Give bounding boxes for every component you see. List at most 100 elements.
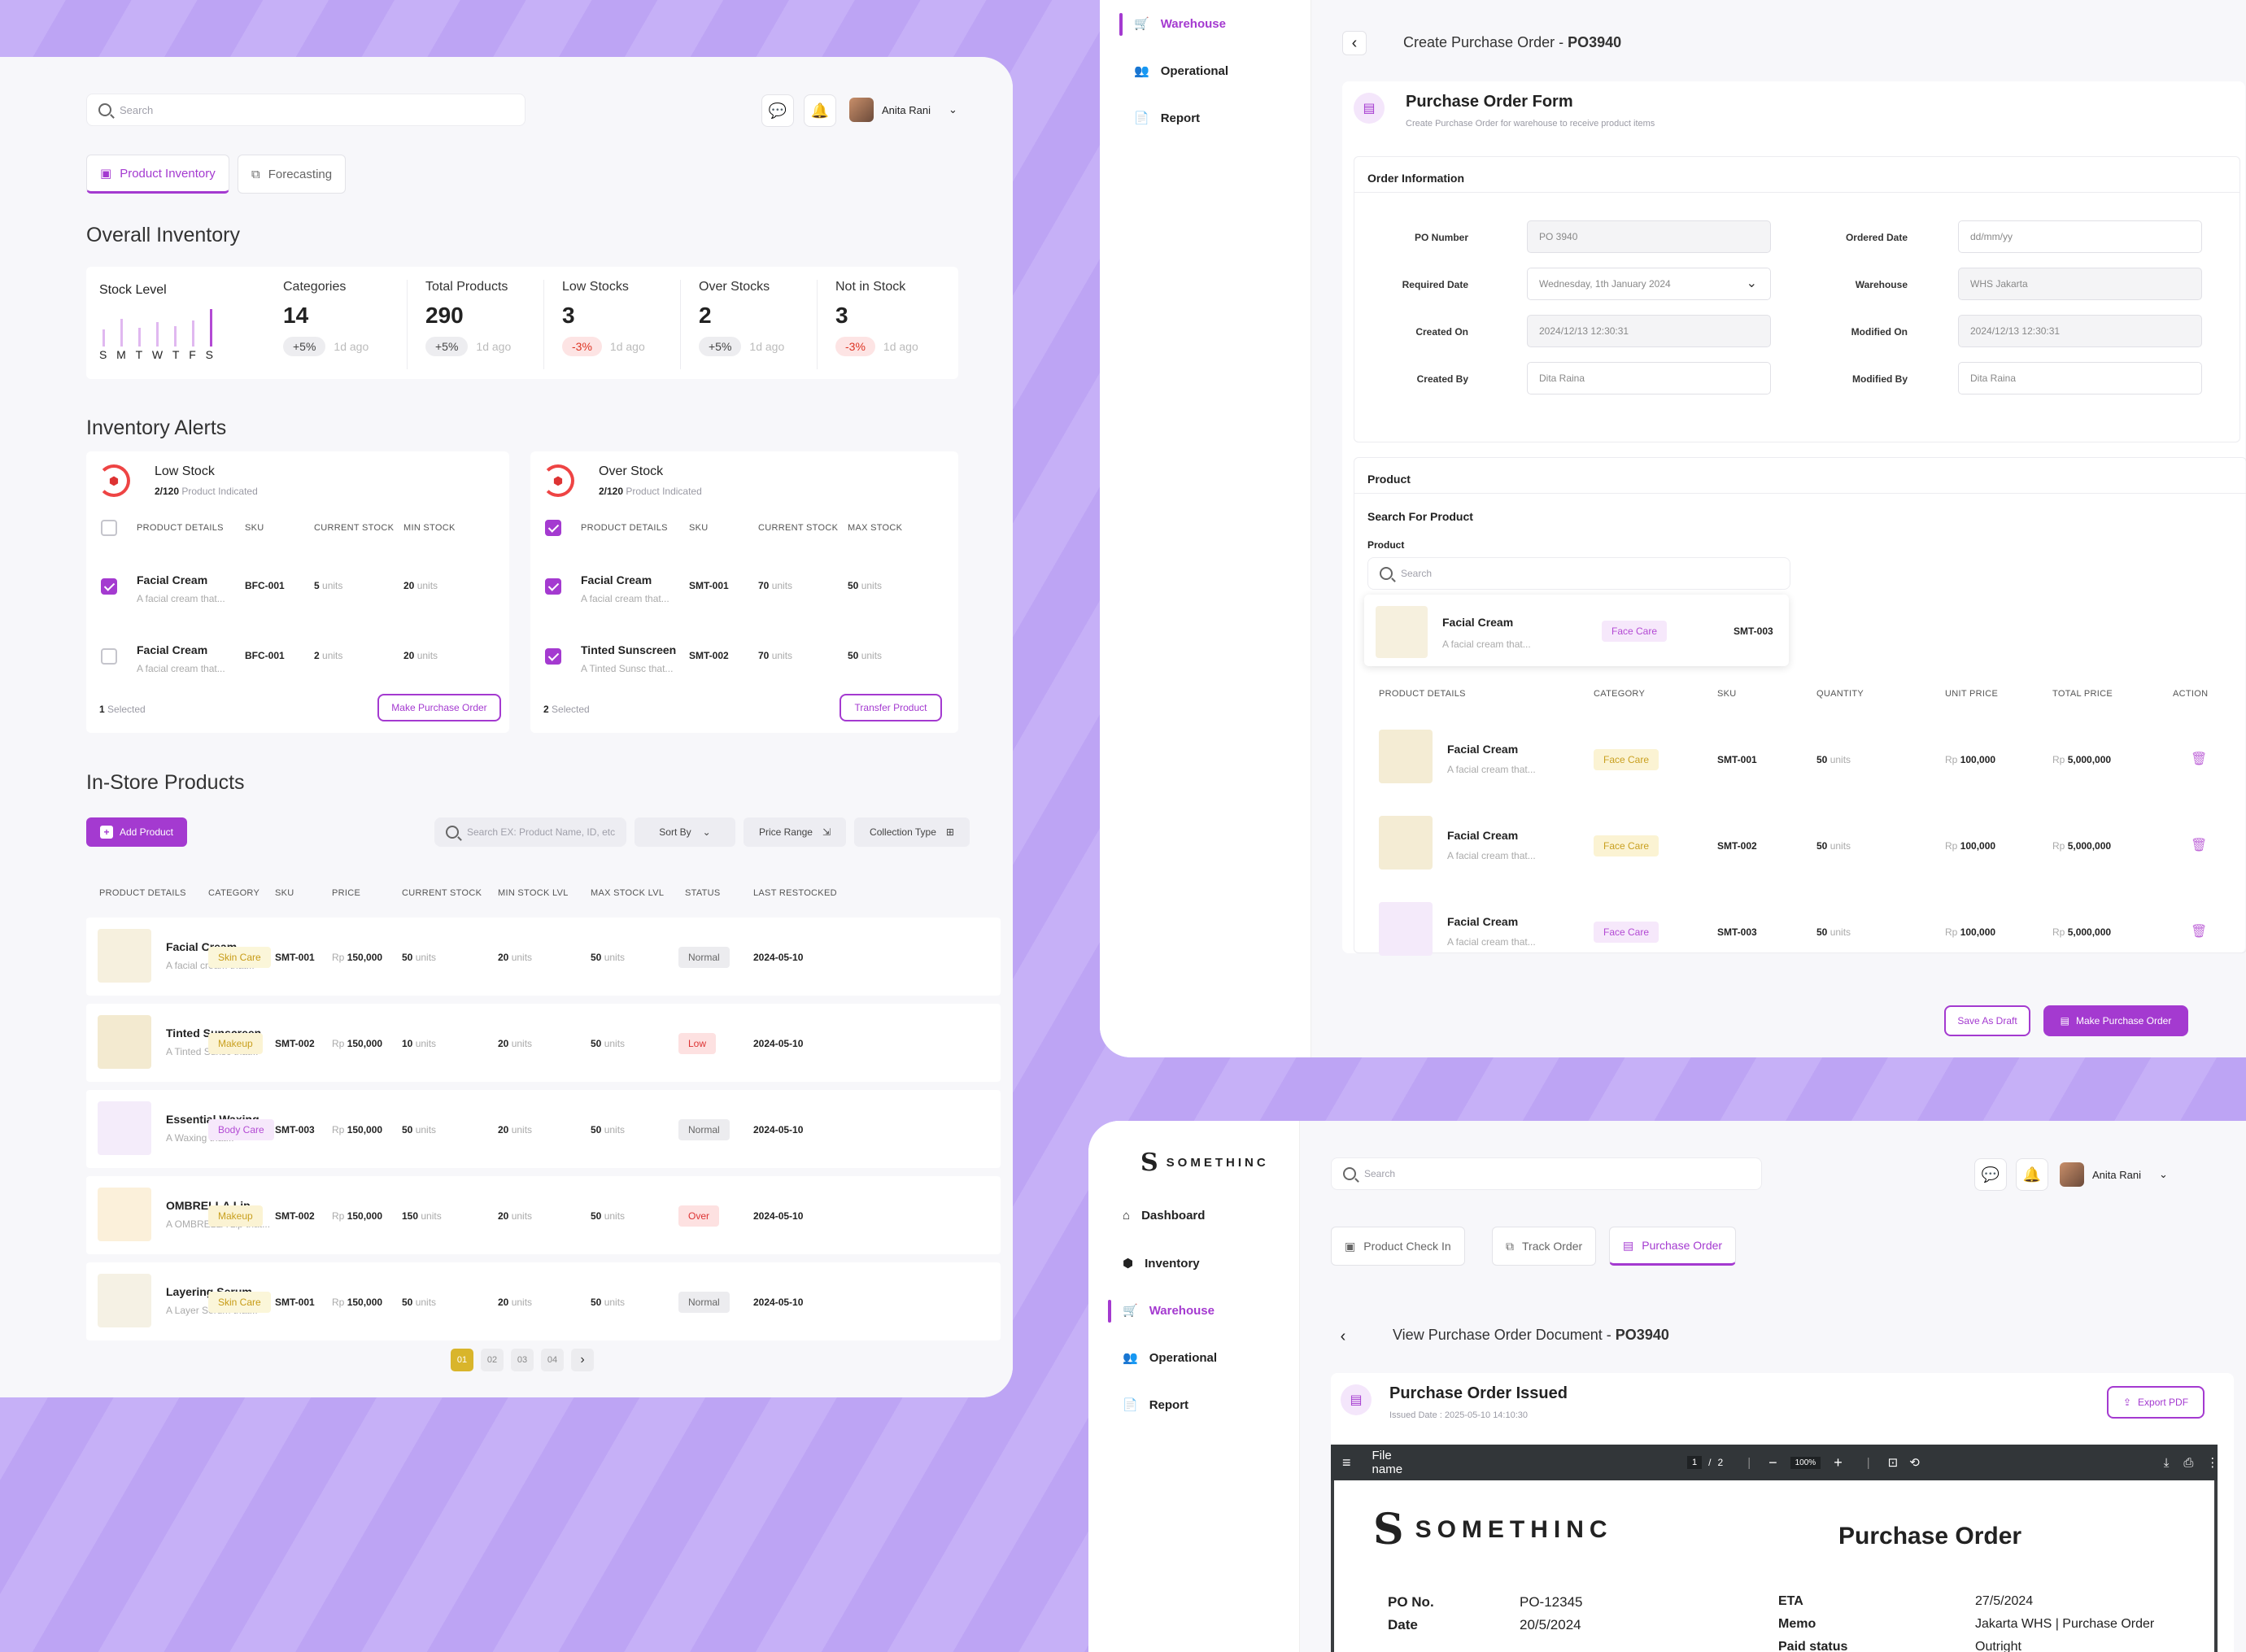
print-icon[interactable]: ⎙ — [2183, 1455, 2194, 1470]
zoom-level[interactable]: 100% — [1790, 1456, 1821, 1469]
page-02[interactable]: 02 — [481, 1349, 504, 1371]
suggestion-name: Facial Cream — [1442, 616, 1514, 629]
product-desc: A facial cream that... — [1447, 936, 1536, 948]
weekday-label: S — [205, 348, 213, 361]
facial-cream-image — [1376, 606, 1428, 658]
price-range-filter[interactable]: Price Range ⇲ — [744, 817, 846, 847]
stock-min: 20 units — [498, 1124, 532, 1135]
add-product-button[interactable]: + Add Product — [86, 817, 187, 847]
select-all-checkbox[interactable] — [545, 520, 561, 536]
sidebar-item-warehouse[interactable]: 🛒 Warehouse — [1134, 16, 1226, 32]
price-value: 150,000 — [347, 1297, 383, 1308]
user-menu[interactable]: Anita Rani ⌄ — [849, 98, 957, 122]
tab-product-inventory[interactable]: ▣ Product Inventory — [86, 155, 229, 194]
trash-icon[interactable]: 🗑 — [2191, 752, 2208, 766]
sidebar-item-inventory[interactable]: ⬢ Inventory — [1123, 1256, 1200, 1271]
column-header: TOTAL PRICE — [2052, 689, 2113, 699]
zoom-in-icon[interactable]: + — [1834, 1454, 1843, 1471]
zoom-out-icon[interactable]: − — [1768, 1454, 1777, 1471]
column-header: LAST RESTOCKED — [753, 888, 837, 898]
quantity[interactable]: 50 units — [1816, 840, 1851, 852]
chat-icon[interactable]: 💬 — [761, 94, 794, 127]
product-filter-search[interactable]: Search EX: Product Name, ID, etc — [434, 817, 626, 847]
download-icon[interactable]: ⤓ — [2163, 1455, 2170, 1470]
sidebar-item-warehouse[interactable]: 🛒 Warehouse — [1123, 1303, 1215, 1319]
field-input[interactable]: dd/mm/yy — [1958, 220, 2202, 253]
sidebar-item-report[interactable]: 📄 Report — [1123, 1397, 1189, 1413]
bell-icon[interactable]: 🔔 — [2016, 1158, 2048, 1191]
export-pdf-button[interactable]: ⇪ Export PDF — [2107, 1386, 2205, 1419]
units-label: units — [1830, 840, 1851, 852]
page-01[interactable]: 01 — [451, 1349, 473, 1371]
back-button[interactable]: ‹ — [1340, 1327, 1346, 1345]
bell-icon[interactable]: 🔔 — [804, 94, 836, 127]
trash-icon[interactable]: 🗑 — [2191, 839, 2208, 852]
chat-icon[interactable]: 💬 — [1974, 1158, 2007, 1191]
user-menu[interactable]: Anita Rani ⌄ — [2060, 1162, 2168, 1187]
more-icon[interactable]: ⋮ — [2206, 1456, 2219, 1470]
page-input[interactable]: 1 — [1687, 1456, 1703, 1469]
tab-track-order[interactable]: ⧉ Track Order — [1492, 1227, 1597, 1266]
suggestion-category: Face Care — [1602, 621, 1668, 642]
field-input[interactable]: 2024/12/13 12:30:31 — [1527, 315, 1771, 347]
doc-label: Memo — [1778, 1617, 1816, 1631]
status-badge: Over — [678, 1205, 720, 1227]
sidebar-item-dashboard[interactable]: ⌂ Dashboard — [1123, 1209, 1206, 1223]
field-input[interactable]: PO 3940 — [1527, 220, 1771, 253]
product-suggestion[interactable]: Facial Cream A facial cream that... Face… — [1364, 595, 1789, 666]
sidebar-item-report[interactable]: 📄 Report — [1134, 111, 1201, 126]
trash-icon[interactable]: 🗑 — [2191, 925, 2208, 939]
menu-icon[interactable]: ≡ — [1342, 1454, 1351, 1471]
order-information-title: Order Information — [1354, 157, 2239, 193]
overall-inventory-title: Overall Inventory — [86, 224, 240, 246]
field-input[interactable]: Dita Raina — [1958, 362, 2202, 394]
tab-product-check-in[interactable]: ▣ Product Check In — [1331, 1227, 1465, 1266]
box-icon: ▣ — [1345, 1239, 1356, 1253]
table-row[interactable]: Layering SerumA Layer Serum that...Skin … — [86, 1262, 1001, 1340]
fit-page-icon[interactable]: ⊡ — [1887, 1456, 1899, 1470]
field-input[interactable]: 2024/12/13 12:30:31 — [1958, 315, 2202, 347]
save-as-draft-button[interactable]: Save As Draft — [1944, 1005, 2030, 1036]
back-button[interactable]: ‹ — [1342, 31, 1367, 55]
quantity[interactable]: 50 units — [1816, 754, 1851, 765]
page-04[interactable]: 04 — [541, 1349, 564, 1371]
make-purchase-order-submit[interactable]: ▤ Make Purchase Order — [2043, 1005, 2188, 1036]
select-all-checkbox[interactable] — [101, 520, 117, 536]
rotate-icon[interactable]: ⟲ — [1909, 1456, 1920, 1470]
next-page-button[interactable]: › — [571, 1349, 594, 1371]
search-input[interactable]: Search — [86, 94, 526, 126]
collection-type-filter[interactable]: Collection Type ⊞ — [854, 817, 970, 847]
sidebar-item-operational[interactable]: 👥 Operational — [1134, 63, 1229, 79]
sidebar-item-operational[interactable]: 👥 Operational — [1123, 1350, 1218, 1366]
units-label: units — [604, 1124, 626, 1135]
field-input[interactable]: WHS Jakarta — [1958, 268, 2202, 300]
transfer-product-button[interactable]: Transfer Product — [840, 694, 942, 721]
column-header: PRODUCT DETAILS — [1379, 689, 1466, 699]
search-input[interactable]: Search — [1331, 1157, 1762, 1190]
make-purchase-order-button[interactable]: Make Purchase Order — [377, 694, 501, 721]
stat-3: Over Stocks 2 +5% 1d ago — [680, 280, 817, 369]
tab-purchase-order[interactable]: ▤ Purchase Order — [1609, 1227, 1737, 1266]
table-row[interactable]: Essential WaxingA Waxing that...Body Car… — [86, 1090, 1001, 1168]
tab-forecasting[interactable]: ⧉ Forecasting — [238, 155, 347, 194]
field-input[interactable]: Dita Raina — [1527, 362, 1771, 394]
quantity[interactable]: 50 units — [1816, 926, 1851, 938]
row-checkbox[interactable] — [101, 648, 117, 665]
category-badge: Body Care — [208, 1119, 274, 1140]
units-label: units — [771, 650, 793, 661]
field-input[interactable]: Wednesday, 1th January 2024 ⌄ — [1527, 268, 1771, 300]
column-header: SKU — [275, 888, 294, 898]
row-checkbox[interactable] — [545, 648, 561, 665]
sort-by-dropdown[interactable]: Sort By ⌄ — [635, 817, 735, 847]
product-search-input[interactable]: Search — [1367, 557, 1790, 590]
value: 50 — [591, 952, 602, 963]
stat-ago: 1d ago — [749, 340, 785, 353]
page-03[interactable]: 03 — [511, 1349, 534, 1371]
row-checkbox[interactable] — [101, 578, 117, 595]
product-price: Rp 150,000 — [332, 952, 382, 963]
over-stock-count: 2/120 Product Indicated — [599, 486, 702, 497]
row-checkbox[interactable] — [545, 578, 561, 595]
